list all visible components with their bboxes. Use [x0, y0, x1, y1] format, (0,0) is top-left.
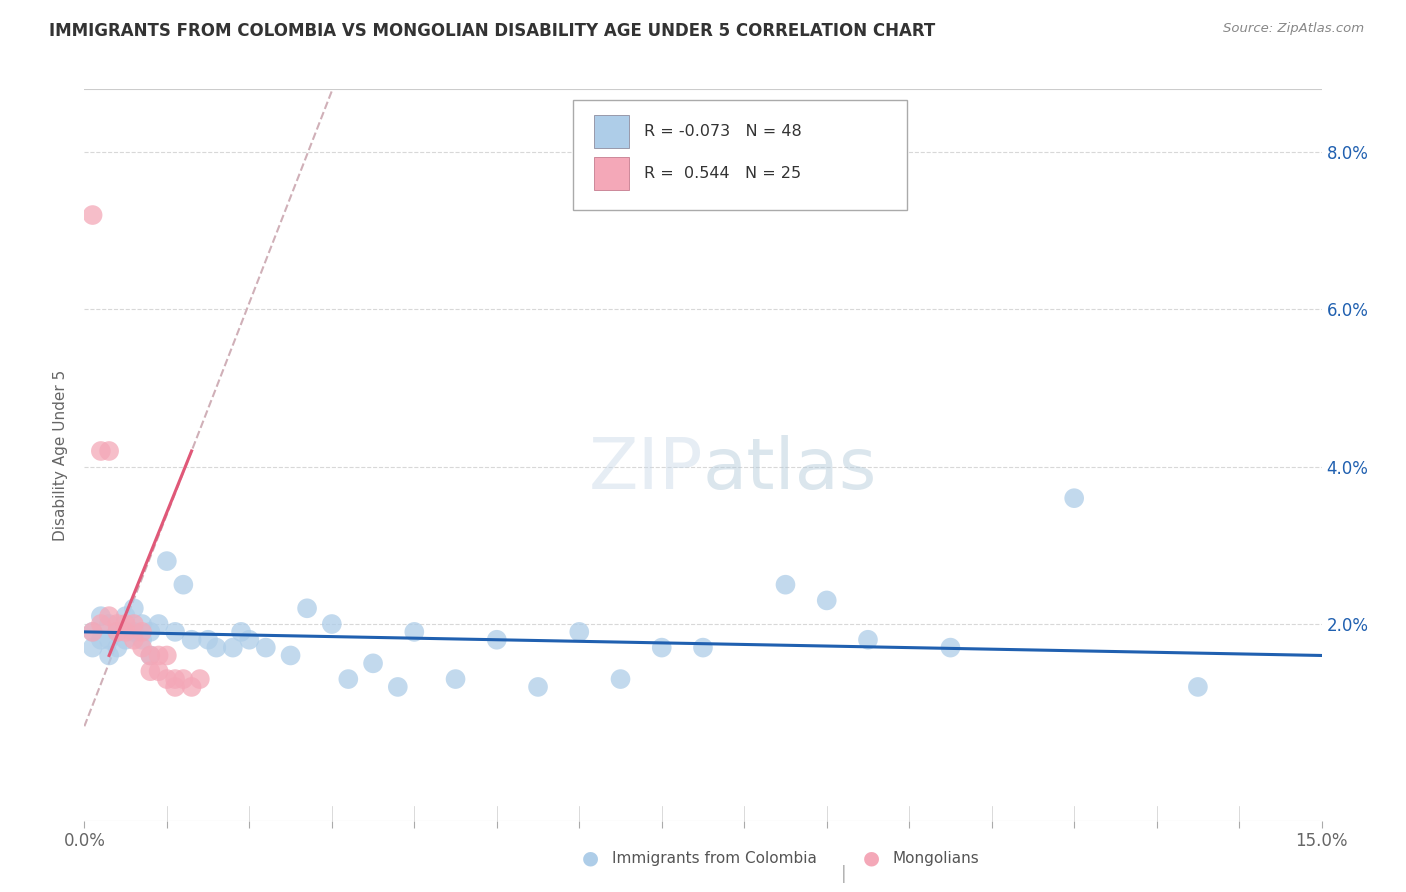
Point	[229, 624, 252, 639]
Point	[568, 624, 591, 639]
Point	[254, 640, 277, 655]
Point	[90, 617, 112, 632]
Point	[775, 577, 797, 591]
Point	[131, 640, 153, 655]
Point	[148, 664, 170, 678]
Point	[692, 640, 714, 655]
Point	[156, 672, 179, 686]
Point	[295, 601, 318, 615]
Point	[180, 632, 202, 647]
Point	[139, 648, 162, 663]
Point	[485, 632, 508, 647]
Point	[105, 624, 128, 639]
Point	[82, 208, 104, 222]
Point	[609, 672, 631, 686]
Point	[105, 617, 128, 632]
Point	[172, 672, 194, 686]
Point	[114, 617, 136, 632]
Point	[165, 624, 187, 639]
Point	[90, 609, 112, 624]
Point	[165, 672, 187, 686]
Point	[105, 624, 128, 639]
Y-axis label: Disability Age Under 5: Disability Age Under 5	[52, 369, 67, 541]
Point	[98, 632, 121, 647]
Point	[131, 624, 153, 639]
Point	[131, 632, 153, 647]
Point	[280, 648, 302, 663]
Point	[139, 648, 162, 663]
Point	[82, 640, 104, 655]
Point	[939, 640, 962, 655]
Point	[188, 672, 211, 686]
Point	[105, 640, 128, 655]
Text: ZIP: ZIP	[589, 435, 703, 504]
Point	[139, 664, 162, 678]
Bar	[595, 115, 628, 148]
Text: ●: ●	[582, 848, 599, 868]
Point	[180, 680, 202, 694]
Point	[856, 632, 879, 647]
Point	[156, 554, 179, 568]
Point	[90, 632, 112, 647]
Text: R = -0.073   N = 48: R = -0.073 N = 48	[644, 124, 801, 139]
Text: IMMIGRANTS FROM COLOMBIA VS MONGOLIAN DISABILITY AGE UNDER 5 CORRELATION CHART: IMMIGRANTS FROM COLOMBIA VS MONGOLIAN DI…	[49, 22, 935, 40]
Text: Immigrants from Colombia: Immigrants from Colombia	[612, 851, 817, 865]
Point	[172, 577, 194, 591]
Point	[197, 632, 219, 647]
Point	[122, 601, 145, 615]
Point	[114, 624, 136, 639]
Text: |: |	[841, 865, 846, 883]
Point	[337, 672, 360, 686]
Text: Mongolians: Mongolians	[893, 851, 980, 865]
Point	[527, 680, 550, 694]
Text: R =  0.544   N = 25: R = 0.544 N = 25	[644, 166, 801, 181]
Point	[205, 640, 228, 655]
Point	[98, 648, 121, 663]
Point	[815, 593, 838, 607]
Point	[139, 624, 162, 639]
Point	[122, 624, 145, 639]
Point	[444, 672, 467, 686]
Point	[404, 624, 426, 639]
Point	[148, 617, 170, 632]
Point	[651, 640, 673, 655]
Bar	[595, 157, 628, 190]
Point	[222, 640, 245, 655]
Point	[122, 632, 145, 647]
Point	[361, 657, 384, 671]
Text: atlas: atlas	[703, 435, 877, 504]
Point	[122, 617, 145, 632]
Text: Source: ZipAtlas.com: Source: ZipAtlas.com	[1223, 22, 1364, 36]
Point	[165, 680, 187, 694]
Point	[114, 609, 136, 624]
FancyBboxPatch shape	[574, 100, 907, 210]
Point	[98, 444, 121, 458]
Point	[156, 648, 179, 663]
Point	[1187, 680, 1209, 694]
Point	[82, 624, 104, 639]
Point	[321, 617, 343, 632]
Point	[82, 624, 104, 639]
Point	[98, 617, 121, 632]
Point	[1063, 491, 1085, 505]
Point	[90, 444, 112, 458]
Text: ●: ●	[863, 848, 880, 868]
Point	[114, 632, 136, 647]
Point	[98, 609, 121, 624]
Point	[131, 617, 153, 632]
Point	[238, 632, 260, 647]
Point	[148, 648, 170, 663]
Point	[387, 680, 409, 694]
